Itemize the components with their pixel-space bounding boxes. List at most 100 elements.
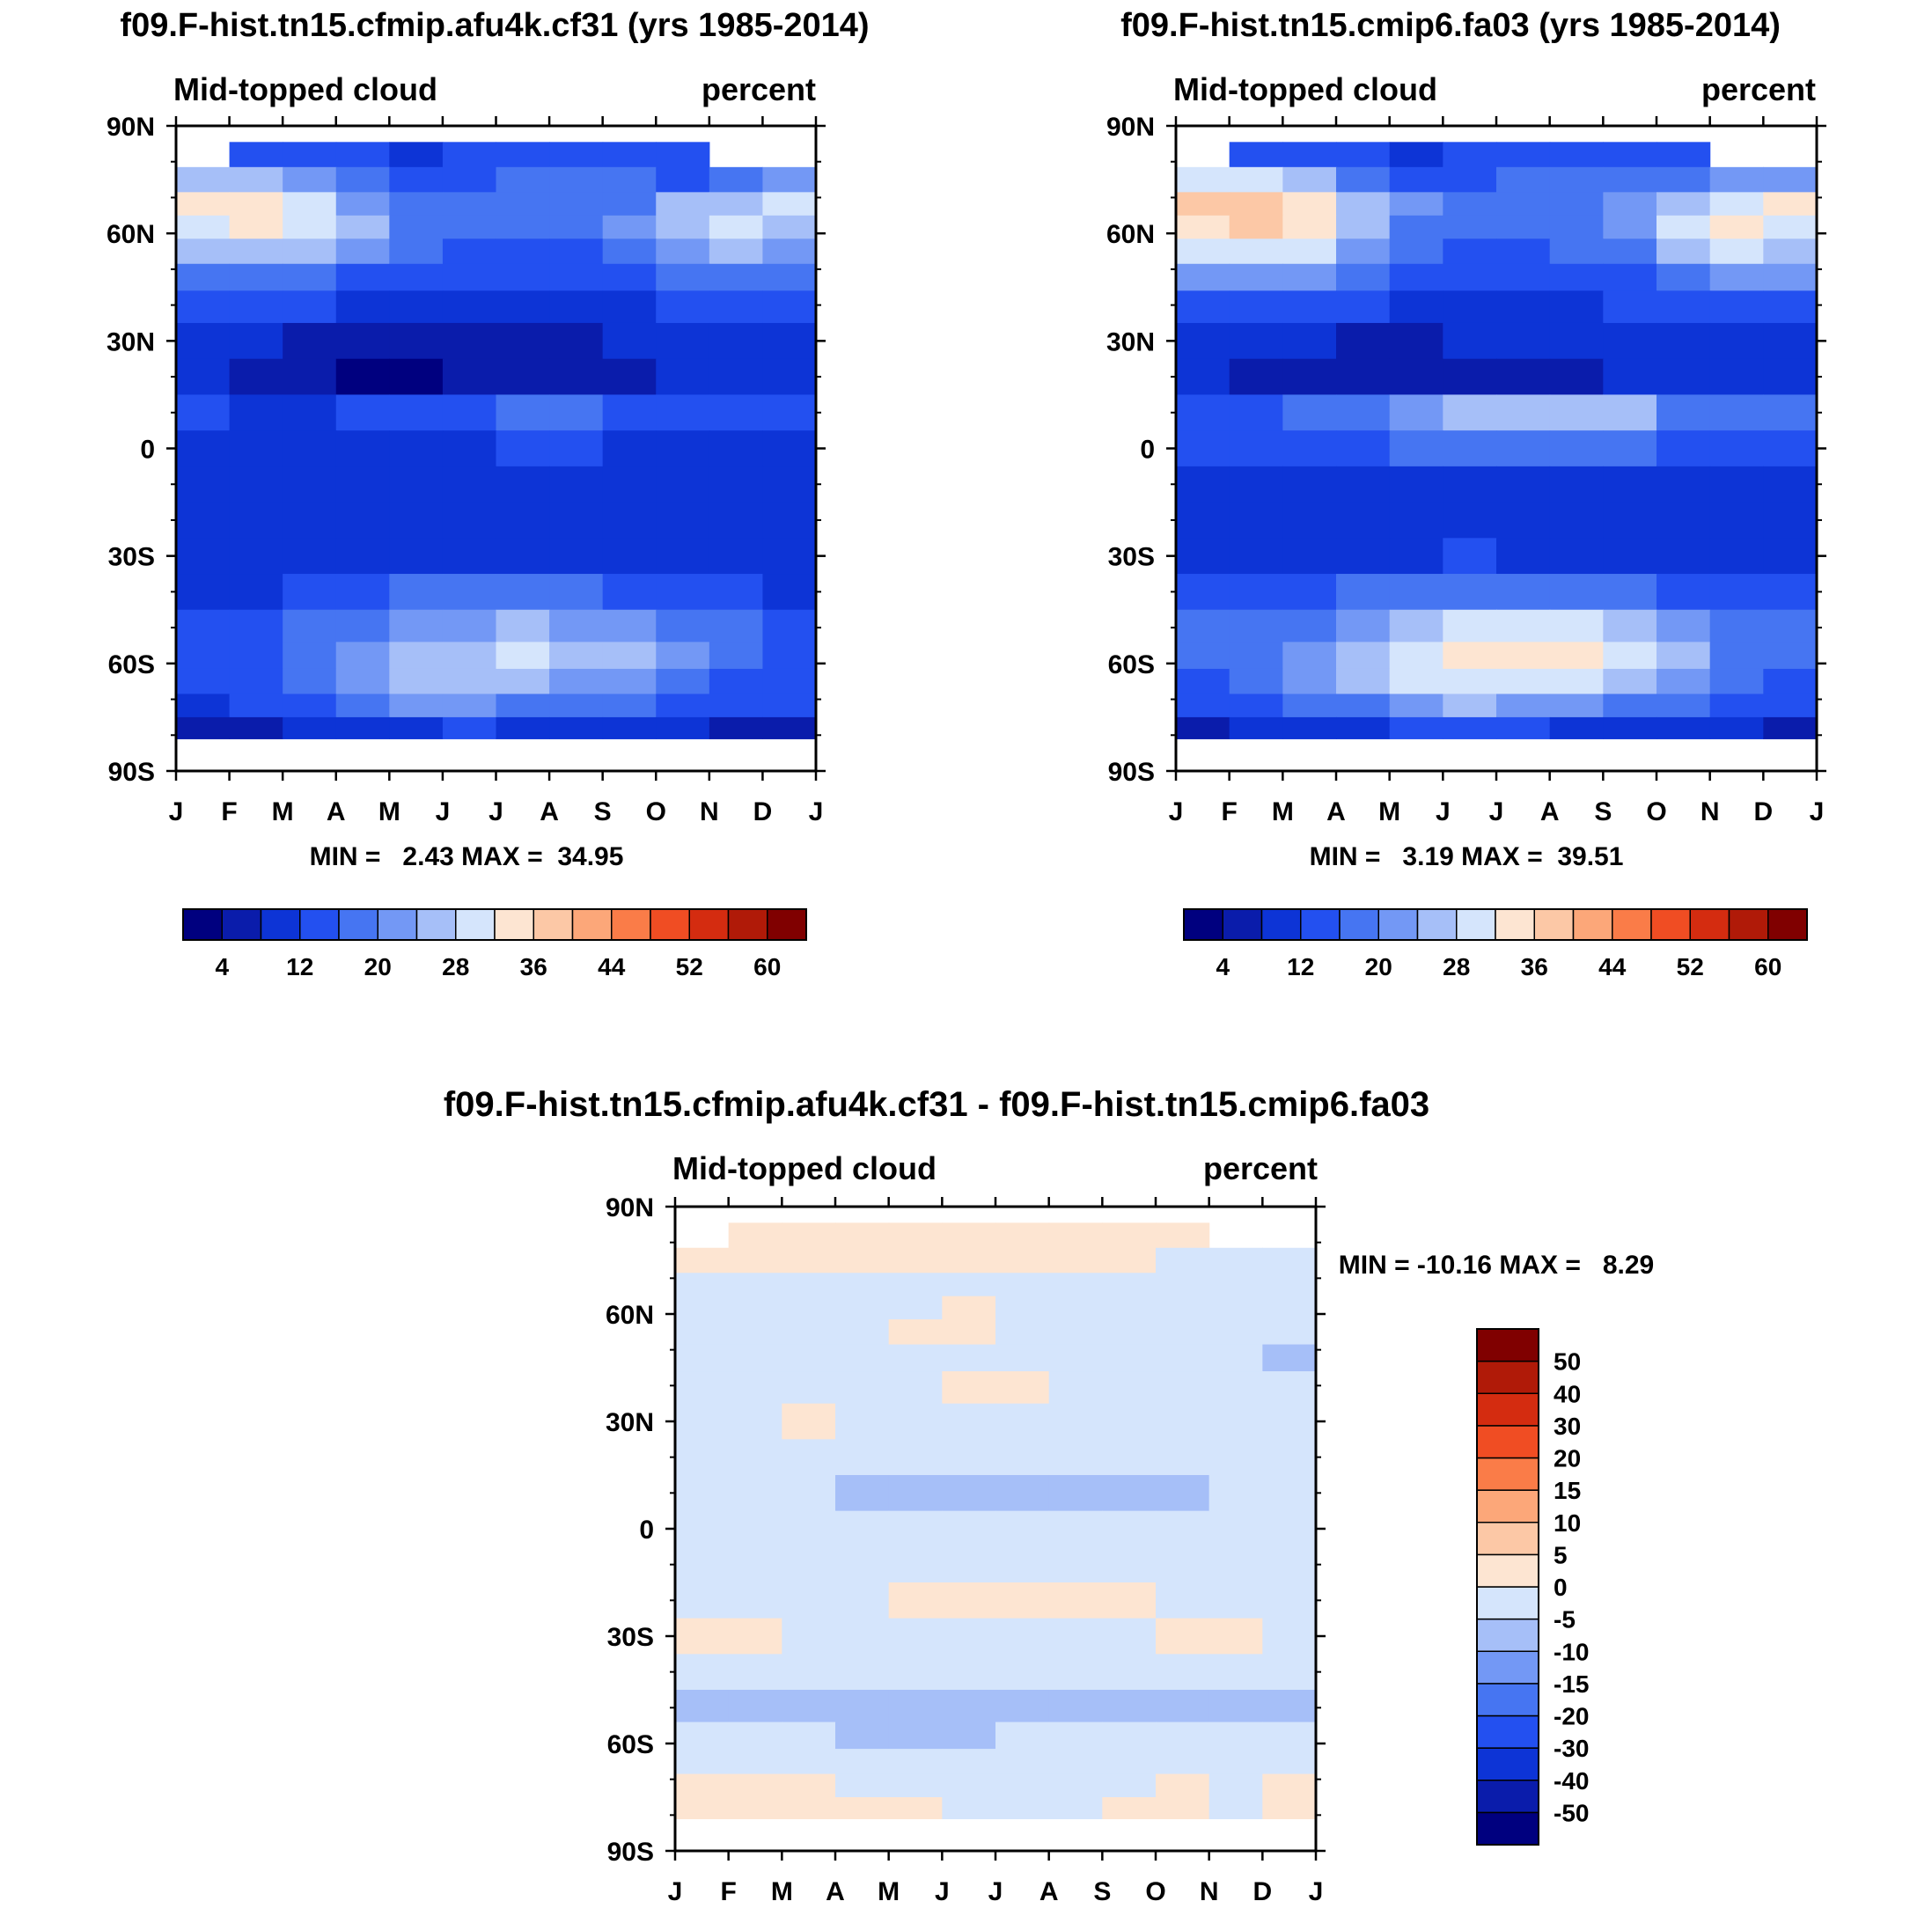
data-cell (1282, 574, 1337, 611)
colorbar-box (1476, 1683, 1539, 1717)
data-cell (709, 668, 764, 695)
data-cell (549, 142, 604, 168)
colorbar-box (1339, 908, 1379, 941)
data-cell (656, 358, 710, 396)
colorbar-box (377, 908, 418, 941)
data-cell (1549, 574, 1604, 611)
data-cell (229, 502, 283, 539)
data-cell (389, 239, 444, 265)
data-cell (1709, 716, 1764, 739)
data-cell (1282, 430, 1337, 467)
data-cell (1443, 694, 1497, 718)
data-cell (1229, 694, 1283, 718)
data-cell (835, 1510, 890, 1547)
data-cell (782, 1319, 836, 1346)
data-cell (283, 668, 337, 695)
data-cell (229, 290, 283, 324)
data-cell (389, 502, 444, 539)
data-cell (1282, 538, 1337, 575)
data-cell (1102, 1371, 1157, 1405)
data-cell (1603, 694, 1657, 718)
data-cell (656, 322, 710, 360)
data-cell (728, 1371, 782, 1405)
y-tick-label: 60S (607, 1730, 654, 1759)
data-cell (442, 430, 497, 467)
data-cell (888, 1749, 943, 1775)
data-cell (656, 642, 710, 670)
data-cell (675, 1319, 730, 1346)
colorbar-box (415, 908, 457, 941)
data-cell (283, 609, 337, 642)
data-cell (835, 1690, 890, 1723)
data-cell (1443, 716, 1497, 739)
data-cell (1262, 1475, 1317, 1512)
data-cell (1549, 263, 1604, 291)
data-cell (835, 1371, 890, 1405)
data-cell (602, 466, 657, 503)
data-cell (1709, 609, 1764, 642)
colorbar-box (1476, 1360, 1539, 1395)
data-cell (762, 192, 817, 217)
data-cell (762, 668, 817, 695)
data-cell (762, 166, 817, 193)
data-cell (283, 239, 337, 265)
data-cell (1156, 1618, 1210, 1655)
data-cell (656, 166, 710, 193)
data-cell (496, 322, 550, 360)
colorbar-label: 50 (1554, 1348, 1581, 1376)
colorbar-box (533, 908, 574, 941)
data-cell (1102, 1721, 1157, 1750)
colorbar-box (1476, 1489, 1539, 1523)
x-tick-label: M (272, 797, 294, 826)
data-cell (762, 394, 817, 431)
data-cell (1496, 430, 1551, 467)
data-cell (1336, 642, 1391, 670)
data-cell (389, 430, 444, 467)
colorbar-label: 5 (1554, 1541, 1568, 1568)
data-cell (1102, 1690, 1157, 1723)
colorbar-box (455, 908, 496, 941)
data-cell (762, 466, 817, 503)
data-cell (1262, 1582, 1317, 1619)
x-tick-label: N (1200, 1877, 1219, 1906)
colorbar-box (1533, 908, 1575, 941)
data-cell (995, 1371, 1050, 1405)
min-max-stats: MIN = 2.43 MAX = 34.95 (310, 842, 624, 871)
data-cell (728, 1344, 782, 1372)
colorbar-label: 12 (1287, 953, 1314, 980)
y-tick-label: 30S (108, 543, 155, 572)
data-cell (1657, 239, 1711, 265)
data-cell (1102, 1247, 1157, 1274)
data-cell (1389, 502, 1443, 539)
data-cell (782, 1403, 836, 1440)
colorbar-box (1612, 908, 1652, 941)
data-cell (1389, 322, 1443, 360)
colorbar-box (1476, 1780, 1539, 1814)
data-cell (1336, 142, 1391, 168)
data-cell (1156, 1475, 1210, 1512)
data-cell (835, 1721, 890, 1750)
data-cell (229, 538, 283, 575)
data-cell (229, 716, 283, 739)
data-cell (1763, 215, 1818, 239)
data-cell (995, 1773, 1050, 1798)
data-cell (762, 322, 817, 360)
data-cell (1262, 1344, 1317, 1372)
data-cell (1229, 263, 1283, 291)
y-tick-label: 90S (1108, 758, 1155, 787)
data-cell (229, 466, 283, 503)
data-cell (1156, 1797, 1210, 1819)
data-cell (1336, 290, 1391, 324)
data-cell (1657, 574, 1711, 611)
data-cell (1763, 239, 1818, 265)
data-cell (1496, 394, 1551, 431)
data-cell (1549, 290, 1604, 324)
data-cell (176, 642, 231, 670)
data-cell (1603, 192, 1657, 217)
x-tick-label: J (1169, 797, 1184, 826)
data-cell (835, 1582, 890, 1619)
data-cell (442, 574, 497, 611)
data-cell (835, 1546, 890, 1583)
data-cell (942, 1690, 996, 1723)
data-cell (1102, 1439, 1157, 1476)
